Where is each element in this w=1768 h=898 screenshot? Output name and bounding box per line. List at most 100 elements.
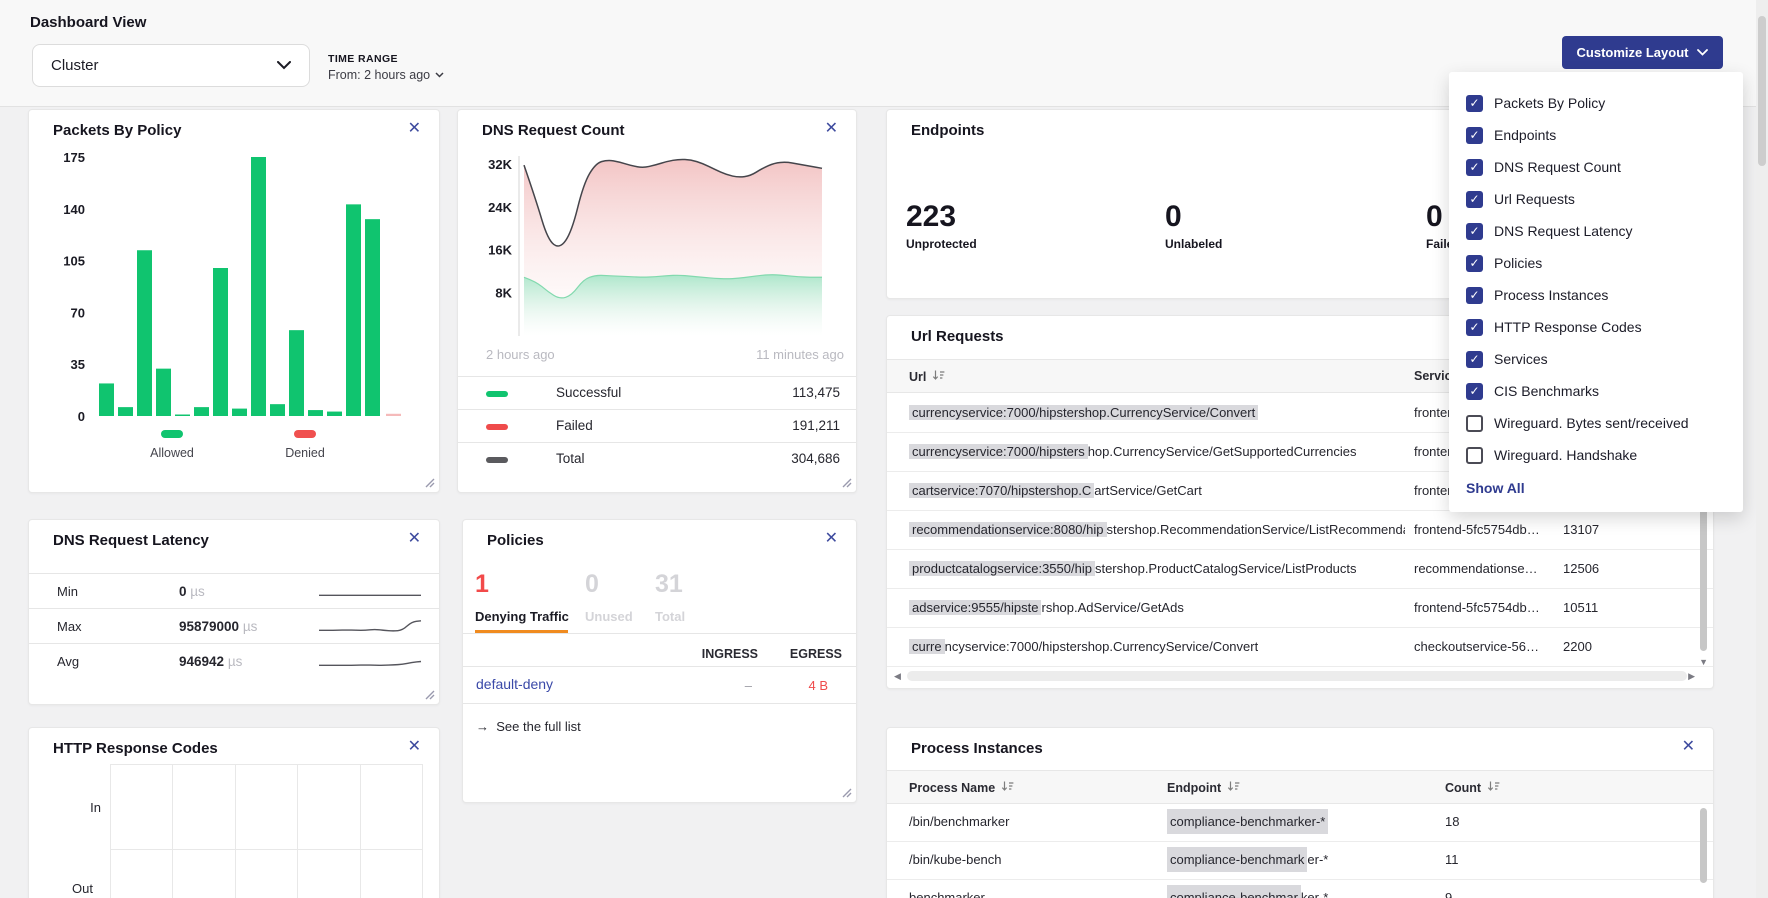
menu-item-label: Url Requests — [1494, 191, 1575, 207]
close-icon[interactable]: ✕ — [407, 738, 421, 755]
checkbox-checked[interactable]: ✓ — [1466, 158, 1483, 176]
checkbox-checked[interactable]: ✓ — [1466, 94, 1483, 112]
sort-icon[interactable] — [932, 369, 945, 385]
menu-item-packets-by-policy[interactable]: ✓ Packets By Policy — [1449, 87, 1743, 119]
process-name-cell: benchmarker — [909, 890, 985, 898]
vertical-scrollbar[interactable] — [1700, 808, 1707, 883]
show-all-link[interactable]: Show All — [1466, 480, 1525, 496]
customize-layout-button[interactable]: Customize Layout — [1562, 36, 1723, 69]
bar-allowed-13 — [346, 204, 361, 416]
customize-layout-menu: ✓ Packets By Policy ✓ Endpoints ✓ DNS Request… — [1449, 72, 1743, 512]
column-header-ingress: INGRESS — [701, 647, 758, 661]
time-range-from[interactable]: From: 2 hours ago — [328, 68, 444, 82]
checkbox-checked[interactable]: ✓ — [1466, 222, 1483, 240]
menu-item-endpoints[interactable]: ✓ Endpoints — [1449, 119, 1743, 151]
stat-value: 223 — [906, 200, 957, 233]
policies-stat-denying-traffic[interactable]: 1 Denying Traffic — [475, 572, 569, 625]
topbar: Dashboard View Cluster TIME RANGE From: … — [0, 0, 1768, 107]
close-icon[interactable]: ✕ — [407, 120, 421, 137]
grid-line-vertical — [297, 764, 298, 898]
view-selector[interactable]: Cluster — [32, 44, 310, 87]
see-full-list-link[interactable]: → See the full list — [476, 719, 581, 734]
scroll-left-arrow[interactable]: ◀ — [894, 671, 901, 681]
card-title: Process Instances — [911, 740, 1043, 757]
checkbox-checked[interactable]: ✓ — [1466, 126, 1483, 144]
resize-grip[interactable] — [425, 690, 435, 700]
checkbox-checked[interactable]: ✓ — [1466, 190, 1483, 208]
menu-item-services[interactable]: ✓ Services — [1449, 343, 1743, 375]
resize-grip[interactable] — [425, 478, 435, 488]
menu-item-policies[interactable]: ✓ Policies — [1449, 247, 1743, 279]
checkbox-checked[interactable]: ✓ — [1466, 382, 1483, 400]
column-header-process-name[interactable]: Process Name — [909, 780, 1014, 796]
legend-row-successful: Successful 113,475 — [458, 376, 856, 409]
scroll-down-arrow[interactable]: ▼ — [1699, 657, 1708, 667]
vertical-scrollbar[interactable] — [1700, 506, 1707, 651]
checkbox-checked[interactable]: ✓ — [1466, 350, 1483, 368]
page-scrollbar-thumb[interactable] — [1758, 16, 1766, 166]
menu-item-label: Policies — [1494, 255, 1543, 271]
legend-value: 304,686 — [791, 451, 840, 466]
process-table-row[interactable]: benchmarker compliance-benchmar ker-* 9 — [887, 880, 1713, 898]
view-selector-value: Cluster — [51, 57, 99, 74]
column-header-endpoint[interactable]: Endpoint — [1167, 780, 1240, 796]
resize-grip[interactable] — [842, 478, 852, 488]
legend-item-allowed: Allowed — [127, 425, 217, 460]
sort-icon[interactable] — [1227, 780, 1240, 796]
latency-sparkline — [315, 581, 425, 608]
checkbox-checked[interactable]: ✓ — [1466, 254, 1483, 272]
process-table-header: Process Name Endpoint Count — [887, 770, 1713, 804]
close-icon[interactable]: ✕ — [407, 530, 421, 547]
checkbox-unchecked[interactable] — [1466, 414, 1483, 432]
checkbox-checked[interactable]: ✓ — [1466, 318, 1483, 336]
card-dns-request-count: DNS Request Count ✕ 32K 24K 16K 8K 2 hours … — [457, 109, 857, 493]
http-row-label-in: In — [90, 800, 101, 815]
resize-grip[interactable] — [842, 788, 852, 798]
latency-label: Avg — [57, 654, 80, 669]
card-title: DNS Request Latency — [53, 532, 209, 549]
policy-link-default-deny[interactable]: default-deny — [476, 676, 554, 692]
card-title: DNS Request Count — [482, 122, 625, 139]
menu-item-wireguard-bytes-sent-received[interactable]: Wireguard. Bytes sent/received — [1449, 407, 1743, 439]
process-table-row[interactable]: /bin/benchmarker compliance-benchmarker-*… — [887, 804, 1713, 842]
latency-label: Min — [57, 584, 78, 599]
bar-allowed-11 — [308, 410, 323, 416]
close-icon[interactable]: ✕ — [1681, 738, 1695, 755]
page-scrollbar-track[interactable] — [1756, 0, 1768, 898]
url-table-row[interactable]: recommendationservice:8080/hip stershop.R… — [887, 511, 1713, 550]
scroll-right-arrow[interactable]: ▶ — [1688, 671, 1695, 681]
menu-item-http-response-codes[interactable]: ✓ HTTP Response Codes — [1449, 311, 1743, 343]
policies-stat-unused[interactable]: 0 Unused — [585, 572, 633, 625]
policies-stat-total[interactable]: 31 Total — [655, 572, 685, 625]
menu-item-label: Wireguard. Handshake — [1494, 447, 1638, 463]
url-table-row[interactable]: currencyservice:7000/hipstershop.Currenc… — [887, 394, 1713, 433]
policy-ingress-value: – — [744, 678, 752, 693]
menu-item-wireguard-handshake[interactable]: Wireguard. Handshake — [1449, 439, 1743, 471]
checkbox-unchecked[interactable] — [1466, 446, 1483, 464]
process-table-row[interactable]: /bin/kube-bench compliance-benchmark er-* 1… — [887, 842, 1713, 880]
close-icon[interactable]: ✕ — [824, 530, 838, 547]
menu-item-dns-request-latency[interactable]: ✓ DNS Request Latency — [1449, 215, 1743, 247]
url-table-row[interactable]: productcatalogservice:3550/hip stershop.P… — [887, 550, 1713, 589]
stat-label: Unlabeled — [1165, 237, 1223, 251]
stat-value: 0 — [1165, 200, 1182, 233]
close-icon[interactable]: ✕ — [824, 120, 838, 137]
horizontal-scrollbar[interactable] — [907, 671, 1687, 681]
sort-icon[interactable] — [1001, 780, 1014, 796]
latency-sparkline — [315, 616, 425, 643]
svg-text:175: 175 — [63, 150, 85, 165]
url-table-row[interactable]: adservice:9555/hipste rshop.AdService/Get… — [887, 589, 1713, 628]
sort-icon[interactable] — [1487, 780, 1500, 796]
column-header-count[interactable]: Count — [1445, 780, 1500, 796]
chevron-down-icon — [1697, 49, 1709, 56]
checkbox-checked[interactable]: ✓ — [1466, 286, 1483, 304]
menu-item-url-requests[interactable]: ✓ Url Requests — [1449, 183, 1743, 215]
column-header-service[interactable]: Service — [1414, 369, 1459, 383]
column-header-url[interactable]: Url — [909, 369, 945, 385]
menu-item-dns-request-count[interactable]: ✓ DNS Request Count — [1449, 151, 1743, 183]
latency-value: 0 µs — [179, 584, 205, 599]
menu-item-process-instances[interactable]: ✓ Process Instances — [1449, 279, 1743, 311]
menu-item-cis-benchmarks[interactable]: ✓ CIS Benchmarks — [1449, 375, 1743, 407]
